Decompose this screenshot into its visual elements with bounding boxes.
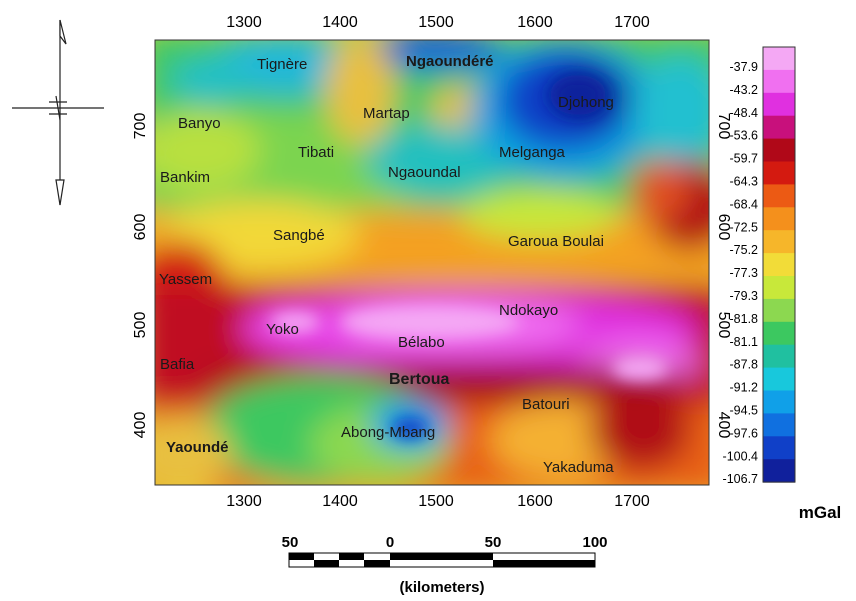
place-label: Martap <box>363 105 410 122</box>
place-label: Ngaoundal <box>388 164 461 181</box>
place-label: Tignère <box>257 56 307 73</box>
colorbar-tick-label: -79.3 <box>730 289 759 303</box>
y-tick-label: 400 <box>132 412 149 439</box>
place-label: Abong-Mbang <box>341 424 435 441</box>
place-labels: Tignère Ngaoundéré Djohong Banyo Martap … <box>159 53 614 476</box>
colorbar-swatch <box>763 459 795 483</box>
x-tick-label: 1400 <box>322 493 358 510</box>
y-tick-label: 700 <box>132 113 149 140</box>
map-frame <box>154 39 710 486</box>
place-label: Bankim <box>160 169 210 186</box>
place-label: Banyo <box>178 115 221 132</box>
colorbar-tick-label: -81.1 <box>730 335 759 349</box>
colorbar-tick-label: -59.7 <box>730 152 759 166</box>
colorbar-tick-label: -100.4 <box>723 449 758 463</box>
colorbar-tick-label: -97.6 <box>730 426 759 440</box>
y-tick-label: 400 <box>715 412 732 439</box>
x-tick-label: 1700 <box>614 14 650 31</box>
colorbar-swatch <box>763 69 795 94</box>
y-tick-label: 500 <box>132 312 149 339</box>
colorbar-frame <box>762 46 796 483</box>
top-axis-ticks: 1300 1400 1500 1600 1700 <box>226 14 650 31</box>
colorbar-tick-label: -43.2 <box>730 83 759 97</box>
colorbar-tick-label: -81.8 <box>730 312 759 326</box>
scale-label: 0 <box>386 534 394 551</box>
colorbar-swatch <box>763 47 795 71</box>
x-tick-label: 1500 <box>418 14 454 31</box>
colorbar-tick-label: -91.2 <box>730 381 759 395</box>
colorbar-swatch <box>763 207 795 231</box>
colorbar-swatch <box>763 115 795 140</box>
place-label: Tibati <box>298 144 334 161</box>
x-tick-label: 1600 <box>517 493 553 510</box>
place-label: Bélabo <box>398 334 445 351</box>
y-tick-label: 600 <box>715 214 732 241</box>
colorbar-swatch <box>763 321 795 346</box>
x-tick-label: 1600 <box>517 14 553 31</box>
right-axis-ticks: 700 600 500 400 <box>715 113 732 439</box>
scale-label: 50 <box>485 534 502 551</box>
scale-bar <box>288 552 596 568</box>
colorbar-swatch <box>763 253 795 277</box>
y-tick-label: 700 <box>715 113 732 140</box>
place-label: Yakaduma <box>543 459 614 476</box>
place-label: Ngaoundéré <box>406 53 494 70</box>
place-label: Yoko <box>266 321 299 338</box>
colorbar-tick-label: -37.9 <box>730 60 759 74</box>
gravity-map <box>155 40 709 485</box>
colorbar-swatch <box>763 436 795 460</box>
colorbar-swatch <box>763 390 795 414</box>
place-label: Ndokayo <box>499 302 558 319</box>
x-tick-label: 1400 <box>322 14 358 31</box>
colorbar-tick-label: -106.7 <box>723 472 758 486</box>
x-tick-label: 1300 <box>226 493 262 510</box>
y-tick-label: 600 <box>132 214 149 241</box>
colorbar-tick-label: -72.5 <box>730 220 759 234</box>
place-label: Bertoua <box>389 371 450 388</box>
colorbar-tick-label: -75.2 <box>730 243 759 257</box>
colorbar-swatch <box>763 184 795 208</box>
colorbar-tick-label: -68.4 <box>730 197 759 211</box>
colorbar-tick-label: -77.3 <box>730 266 759 280</box>
left-axis-ticks: 700 600 500 400 <box>132 113 149 439</box>
colorbar-swatch <box>763 413 795 437</box>
place-label: Batouri <box>522 396 570 413</box>
bottom-axis-ticks: 1300 1400 1500 1600 1700 <box>226 493 650 510</box>
x-tick-label: 1300 <box>226 14 262 31</box>
colorbar-tick-label: -48.4 <box>730 106 759 120</box>
place-label: Sangbé <box>273 227 325 244</box>
x-tick-label: 1700 <box>614 493 650 510</box>
place-label: Garoua Boulai <box>508 233 604 250</box>
colorbar-swatch <box>763 161 795 185</box>
colorbar-tick-label: -87.8 <box>730 358 759 372</box>
colorbar-swatch <box>763 344 795 369</box>
colorbar-swatch <box>763 367 795 391</box>
north-arrow-icon <box>12 19 104 206</box>
colorbar-swatch <box>763 298 795 323</box>
colorbar-tick-label: -64.3 <box>730 175 759 189</box>
place-label: Bafia <box>160 356 195 373</box>
x-tick-label: 1500 <box>418 493 454 510</box>
scale-label: 50 <box>282 534 299 551</box>
colorbar-swatch <box>763 230 795 254</box>
colorbar-unit: mGal <box>799 503 842 522</box>
colorbar-swatch <box>763 92 795 117</box>
scale-label: 100 <box>582 534 607 551</box>
place-label: Melganga <box>499 144 566 161</box>
colorbar-swatch <box>763 138 795 162</box>
place-label: Yaoundé <box>166 439 229 456</box>
colorbar-swatch <box>763 276 795 300</box>
colorbar-tick-label: -53.6 <box>730 129 759 143</box>
colorbar: -37.9 -43.2 -48.4 -53.6 -59.7 -64.3 -68.4 -72.5… <box>723 46 796 486</box>
place-label: Yassem <box>159 271 212 288</box>
colorbar-tick-label: -94.5 <box>730 404 759 418</box>
y-tick-label: 500 <box>715 312 732 339</box>
place-label: Djohong <box>558 94 614 111</box>
scale-unit: (kilometers) <box>399 579 484 596</box>
